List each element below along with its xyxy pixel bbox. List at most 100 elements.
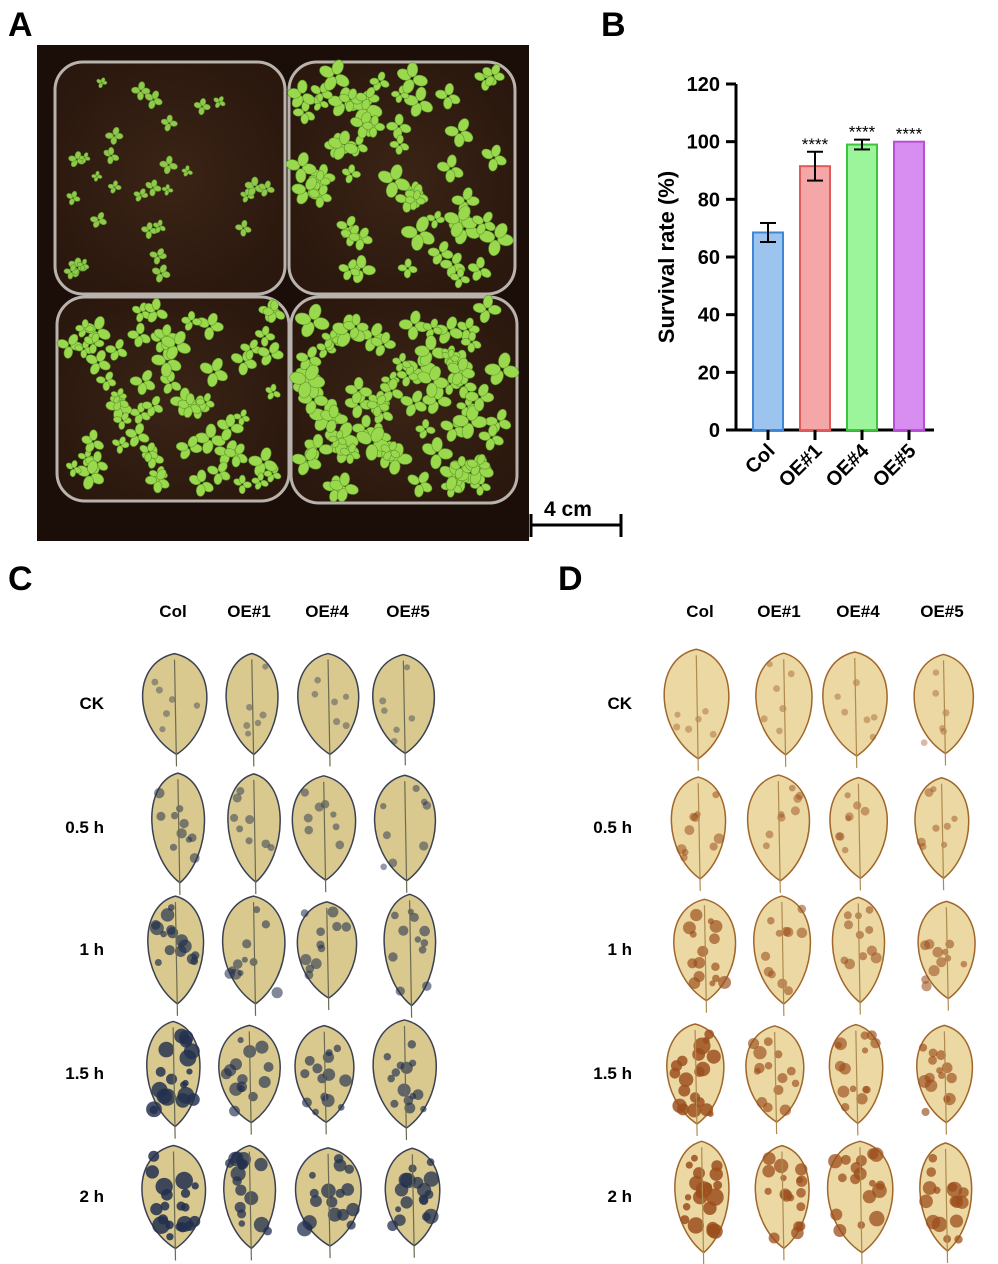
leaf [141,652,208,767]
seedling [311,93,329,111]
leaf [296,901,358,1011]
seedling [161,184,174,196]
seedling [110,388,127,404]
seedling [207,461,231,485]
seedling [472,294,502,324]
y-axis-label: Survival rate (%) [654,171,679,343]
seedling [481,144,507,172]
seedling [132,302,151,323]
seedling [141,395,164,417]
seedling [378,164,411,198]
leaf [745,1025,805,1135]
y-tick-label: 120 [687,74,720,96]
leaf [227,773,281,895]
seedling [258,180,275,197]
seedling [397,258,418,279]
seedling [251,472,269,490]
seedling [435,83,461,110]
seedling [244,176,265,196]
seedling [436,154,464,183]
seedling [478,424,504,451]
leaf [141,1144,207,1261]
seedling [254,325,276,347]
seedling [105,338,128,361]
leaf [147,895,205,1016]
column-header: OE#1 [757,602,801,621]
column-header: OE#4 [836,602,880,621]
leaf [372,653,436,766]
seedling [248,447,278,477]
seedling [129,369,156,396]
y-tick-label: 80 [698,189,720,211]
seedling [370,331,396,357]
seedling [308,184,332,208]
leaf [754,1144,810,1261]
panel-c-label: C [8,560,33,598]
leaf [151,772,206,895]
seedling [175,435,203,460]
seedling [83,332,105,354]
y-tick-label: 40 [698,305,720,327]
seedling [111,436,130,454]
seedling [95,371,117,392]
column-header: OE#4 [305,602,349,621]
leaf [826,1140,894,1264]
leaf [914,776,970,891]
seedling [345,376,373,404]
y-tick-label: 20 [698,362,720,384]
seedling [482,64,505,87]
significance-label: **** [802,135,829,154]
leaf [218,1024,281,1135]
seedling [440,252,466,278]
seedling [294,303,330,338]
seedling [392,352,411,372]
seedling [188,469,214,497]
seedling [343,313,369,339]
seedling [133,188,149,202]
scale-bar [529,514,623,537]
seedling [159,155,178,175]
column-header: OE#5 [386,602,430,621]
seedling [199,357,228,388]
seedling [472,211,496,235]
seedling [75,319,95,338]
seedling [78,152,91,164]
seedling [289,364,326,399]
seedling [145,468,170,494]
seedling [447,357,476,386]
seedling [152,219,166,233]
seedling [139,442,159,463]
seedling [125,422,150,447]
seedling [328,430,347,448]
leaf [294,1024,355,1135]
seedling [90,212,107,228]
column-header: OE#1 [227,602,271,621]
seedling [195,392,215,411]
leaf [663,648,730,771]
row-label: 1.5 h [593,1064,632,1083]
seedling [341,164,361,184]
leaf [225,652,279,767]
seedling [291,447,322,476]
bar [752,231,784,431]
seedling [422,386,452,415]
seedling [484,352,520,386]
tray-col [53,60,287,296]
seedling [466,454,491,476]
seedling [287,79,316,108]
seedling [339,443,361,465]
seedling [362,115,386,138]
leaf [297,652,360,767]
panel-b-label: B [601,6,626,44]
seedling [216,413,244,441]
seedling [407,471,433,498]
leaf [221,895,286,1016]
error-bar [854,138,870,151]
seedling [478,223,514,257]
seedling [233,474,252,495]
leaf [294,1147,362,1259]
seedling [151,264,171,283]
seedling [422,318,443,338]
leaf [828,1023,884,1136]
